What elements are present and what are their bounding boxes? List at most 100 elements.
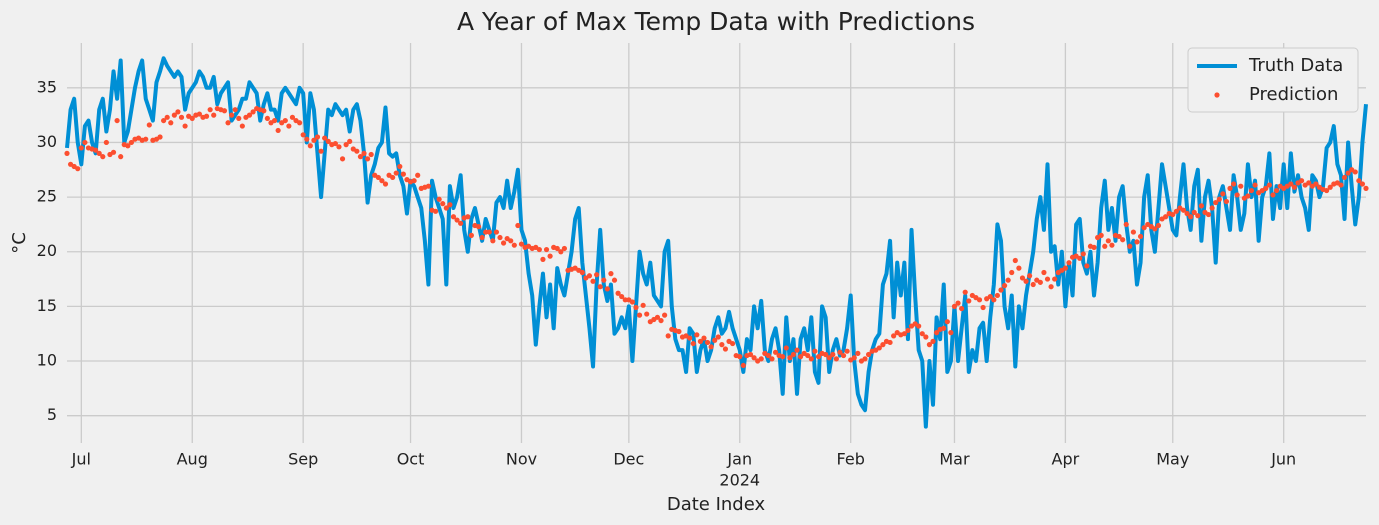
prediction-dot — [1066, 260, 1072, 266]
truth-line — [65, 56, 1368, 429]
prediction-dot — [518, 241, 525, 247]
prediction-dot — [286, 123, 292, 129]
prediction-dot — [1041, 269, 1047, 276]
prediction-dot — [608, 271, 614, 277]
prediction-dot — [271, 117, 278, 124]
prediction-dot — [1037, 279, 1043, 285]
prediction-dot — [354, 148, 360, 154]
y-tick-label: 15 — [37, 296, 57, 315]
prediction-dot — [411, 178, 417, 184]
prediction-dot — [397, 163, 403, 170]
prediction-dot — [1324, 187, 1330, 194]
prediction-dot — [1363, 185, 1369, 191]
prediction-dot — [880, 342, 886, 348]
y-tick-label: 25 — [37, 187, 57, 206]
prediction-dot — [976, 297, 983, 303]
prediction-dot — [318, 148, 324, 154]
prediction-dot — [1091, 244, 1097, 250]
prediction-dot — [175, 109, 181, 115]
prediction-dot — [1234, 192, 1240, 198]
prediction-dot — [987, 293, 993, 300]
prediction-dot — [300, 132, 306, 138]
prediction-dot — [1120, 237, 1126, 243]
prediction-dot — [1170, 211, 1176, 218]
prediction-dot — [311, 137, 317, 143]
prediction-dot — [930, 338, 936, 344]
prediction-dot — [622, 297, 628, 303]
prediction-dot — [955, 300, 961, 306]
prediction-dot — [232, 107, 238, 113]
prediction-dot — [876, 345, 882, 351]
prediction-dot — [1077, 255, 1083, 261]
legend-label: Truth Data — [1248, 55, 1343, 76]
prediction-dot — [336, 144, 342, 150]
prediction-dot — [772, 349, 779, 355]
prediction-dot — [1352, 169, 1358, 175]
marks — [64, 56, 1369, 429]
prediction-dot — [1341, 174, 1348, 181]
prediction-dot — [211, 112, 217, 118]
x-tick-label: Jul — [71, 450, 91, 469]
prediction-dot — [1134, 239, 1140, 245]
prediction-dot — [694, 332, 700, 338]
prediction-dot — [561, 245, 568, 252]
prediction-dot — [239, 123, 245, 129]
prediction-dot — [347, 138, 353, 144]
prediction-dot — [368, 151, 374, 158]
prediction-dot — [1030, 281, 1036, 288]
prediction-dot — [708, 344, 714, 350]
prediction-dot — [905, 327, 911, 334]
prediction-dot — [751, 355, 757, 361]
y-tick-label: 5 — [47, 405, 57, 424]
prediction-dot — [547, 253, 553, 259]
prediction-dot — [991, 297, 997, 303]
prediction-dot — [540, 256, 546, 262]
prediction-dot — [236, 115, 242, 122]
prediction-dot — [390, 174, 396, 181]
prediction-dot — [887, 339, 893, 346]
prediction-dot — [701, 335, 707, 341]
x-tick-label: Oct — [397, 450, 425, 469]
x-tick-label: Feb — [837, 450, 865, 469]
prediction-dot — [676, 328, 682, 335]
prediction-dot — [415, 172, 421, 178]
prediction-dot — [297, 120, 303, 126]
prediction-dot — [500, 240, 507, 246]
prediction-dot — [715, 334, 721, 340]
prediction-dot — [250, 109, 256, 115]
prediction-dot — [536, 246, 542, 253]
prediction-dot — [844, 348, 850, 354]
prediction-dot — [1155, 222, 1162, 229]
prediction-dot — [740, 362, 746, 369]
prediction-dot — [687, 335, 693, 341]
prediction-dot — [307, 143, 313, 149]
prediction-dot — [1252, 182, 1258, 188]
prediction-dot — [901, 331, 907, 337]
prediction-dot — [615, 290, 621, 296]
prediction-dot — [1298, 178, 1305, 184]
y-tick-label: 10 — [37, 351, 57, 370]
x-tick-label: Jun — [1270, 450, 1296, 469]
y-tick-label: 20 — [37, 241, 57, 260]
prediction-dot — [765, 352, 771, 359]
x-tick-label: Dec — [613, 450, 644, 469]
prediction-dot — [823, 351, 829, 358]
prediction-dot — [951, 303, 958, 309]
prediction-dot — [161, 117, 167, 124]
prediction-dot — [78, 145, 84, 151]
prediction-dot — [797, 354, 804, 360]
prediction-dot — [629, 299, 636, 305]
prediction-dot — [1023, 278, 1029, 284]
prediction-dot — [1338, 182, 1344, 188]
prediction-dot — [325, 138, 331, 144]
prediction-dot — [704, 339, 711, 346]
prediction-dot — [225, 120, 231, 126]
prediction-dot — [851, 355, 857, 361]
prediction-dot — [916, 323, 922, 329]
prediction-dot — [458, 220, 464, 226]
prediction-dot — [1198, 203, 1204, 209]
prediction-dot — [758, 356, 764, 362]
prediction-dot — [343, 142, 349, 148]
prediction-dot — [1248, 187, 1255, 194]
prediction-dot — [1216, 196, 1222, 202]
